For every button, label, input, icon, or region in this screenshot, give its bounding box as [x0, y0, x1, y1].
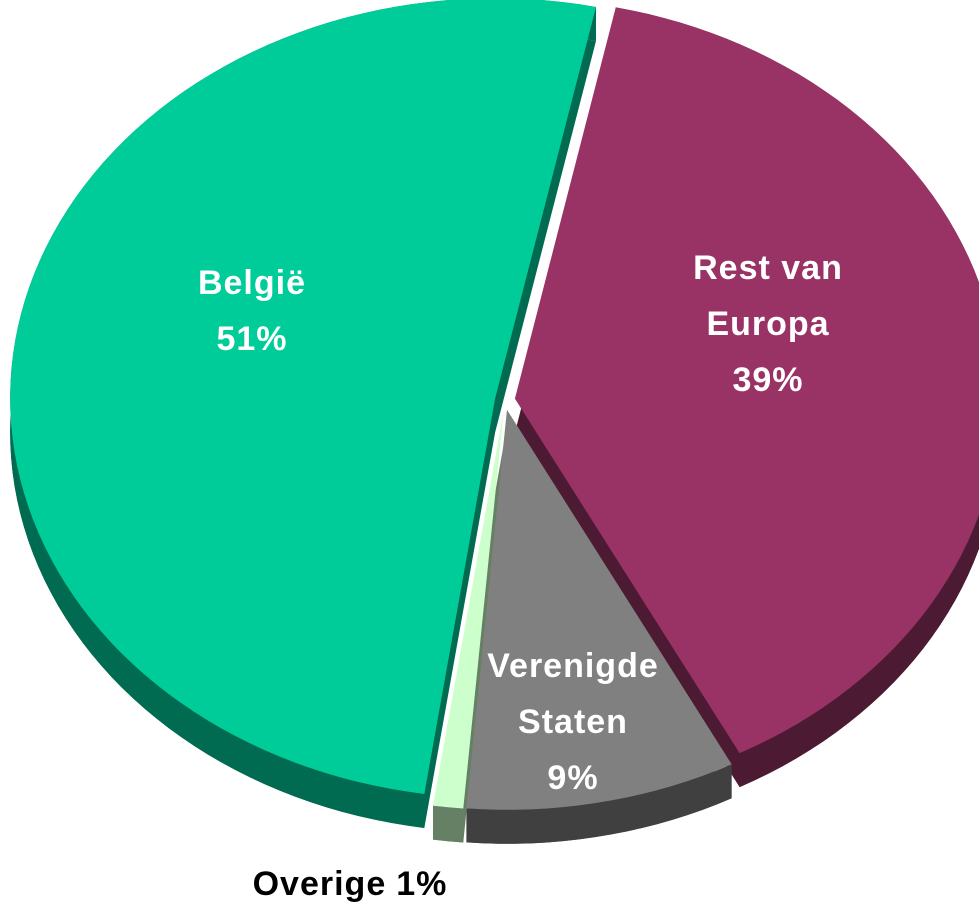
category-line: Europa: [706, 305, 829, 343]
slice-label: Rest van Europa 39%: [693, 249, 843, 399]
slice: [10, 0, 596, 794]
category-label: Overige: [253, 865, 387, 903]
category-label: Rest van Europa: [693, 249, 843, 343]
category-label: Verenigde Staten: [487, 647, 659, 741]
value-label: 9%: [547, 759, 598, 797]
slice-label: Overige 1%: [253, 865, 448, 903]
value-label: 51%: [216, 320, 287, 358]
category-line: België: [198, 264, 306, 302]
slice-label: Verenigde Staten 9%: [487, 647, 659, 797]
slice: [466, 409, 732, 810]
value-label: 1%: [396, 865, 447, 903]
category-label: België: [198, 264, 306, 302]
category-line: Staten: [518, 703, 628, 741]
slice-side: [466, 764, 732, 844]
category-line: Verenigde: [487, 647, 659, 685]
category-line: Rest van: [693, 249, 843, 287]
slice: [514, 7, 979, 754]
value-label: 39%: [732, 361, 803, 399]
slice: [433, 409, 504, 809]
slice-label: België 51%: [198, 264, 306, 358]
slice-side: [433, 805, 464, 843]
